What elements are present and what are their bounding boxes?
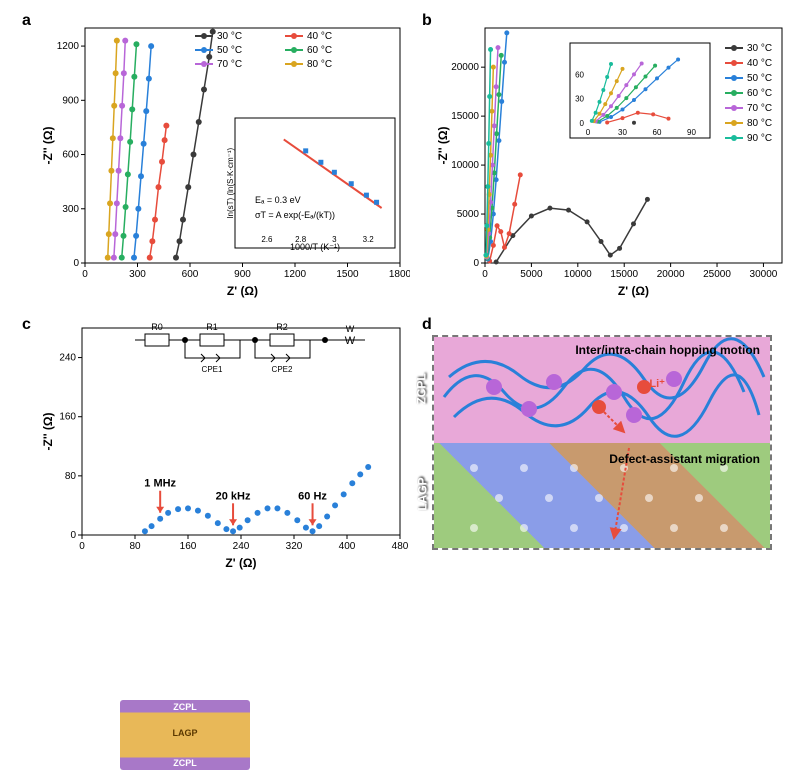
svg-text:50 °C: 50 °C <box>747 73 772 84</box>
svg-text:0: 0 <box>73 258 79 269</box>
sample-image: ZCPL LAGP ZCPL <box>120 700 250 770</box>
svg-text:30 °C: 30 °C <box>747 43 772 54</box>
svg-text:Z' (Ω): Z' (Ω) <box>227 284 258 298</box>
svg-text:80 °C: 80 °C <box>747 118 772 129</box>
svg-text:400: 400 <box>339 541 356 552</box>
svg-text:W: W <box>346 324 355 334</box>
sample-mid: LAGP <box>172 728 197 738</box>
svg-text:20000: 20000 <box>657 269 685 280</box>
svg-text:60 °C: 60 °C <box>307 45 332 56</box>
svg-text:-Z'' (Ω): -Z'' (Ω) <box>41 413 55 451</box>
svg-text:70 °C: 70 °C <box>747 103 772 114</box>
svg-text:40 °C: 40 °C <box>307 31 332 42</box>
panel-label-a: a <box>22 12 31 30</box>
svg-text:2.6: 2.6 <box>261 235 273 244</box>
svg-text:80: 80 <box>65 471 77 482</box>
svg-text:300: 300 <box>129 269 146 280</box>
panel-b: 0 5000 10000 15000 20000 25000 30000 0 5000 10000… <box>435 18 790 298</box>
svg-text:5000: 5000 <box>457 209 480 220</box>
svg-text:30000: 30000 <box>750 269 778 280</box>
svg-text:-Z'' (Ω): -Z'' (Ω) <box>41 127 55 165</box>
svg-text:90: 90 <box>687 128 696 137</box>
svg-text:1800: 1800 <box>389 269 410 280</box>
svg-text:ln(sT) (ln(S·K·cm⁻¹): ln(sT) (ln(S·K·cm⁻¹) <box>226 147 235 218</box>
svg-text:600: 600 <box>182 269 199 280</box>
sample-bot: ZCPL <box>173 758 197 768</box>
svg-text:CPE2: CPE2 <box>272 365 293 374</box>
svg-text:R1: R1 <box>206 322 218 332</box>
svg-text:3.2: 3.2 <box>363 235 375 244</box>
svg-text:320: 320 <box>286 541 303 552</box>
svg-text:30: 30 <box>618 128 627 137</box>
svg-text:-Z'' (Ω): -Z'' (Ω) <box>436 127 450 165</box>
svg-text:25000: 25000 <box>703 269 731 280</box>
svg-text:70 °C: 70 °C <box>217 59 242 70</box>
sample-top: ZCPL <box>173 702 197 712</box>
svg-text:300: 300 <box>62 204 79 215</box>
svg-text:10000: 10000 <box>564 269 592 280</box>
svg-text:240: 240 <box>233 541 250 552</box>
svg-text:Z' (Ω): Z' (Ω) <box>618 284 649 298</box>
svg-text:30: 30 <box>575 95 584 104</box>
svg-text:1 MHz: 1 MHz <box>144 478 176 490</box>
svg-text:0: 0 <box>70 530 76 541</box>
svg-text:60 °C: 60 °C <box>747 88 772 99</box>
svg-text:W: W <box>345 335 356 347</box>
panel-label-b: b <box>422 12 432 30</box>
d-zcpl: ZCPL <box>415 373 429 404</box>
svg-text:R0: R0 <box>151 322 163 332</box>
d-title-bot: Defect-assistant migration <box>609 452 760 466</box>
svg-text:R2: R2 <box>276 322 288 332</box>
svg-text:1200: 1200 <box>284 269 307 280</box>
svg-text:60: 60 <box>653 128 662 137</box>
d-li-label: Li⁺ <box>649 377 665 390</box>
svg-text:Z' (Ω): Z' (Ω) <box>225 556 256 570</box>
svg-text:10000: 10000 <box>451 160 479 171</box>
svg-text:50 °C: 50 °C <box>217 45 242 56</box>
svg-text:15000: 15000 <box>610 269 638 280</box>
svg-text:CPE1: CPE1 <box>202 365 223 374</box>
svg-text:1000/T (K⁻¹): 1000/T (K⁻¹) <box>290 242 340 252</box>
chart-b: 0 5000 10000 15000 20000 25000 30000 0 5000 10000… <box>435 18 790 298</box>
d-lagp: LAGP <box>416 477 430 510</box>
svg-text:0: 0 <box>79 541 85 552</box>
panel-label-c: c <box>22 316 31 334</box>
chart-a: 0 300 600 900 1200 1500 1800 0 300 600 900 1200 Z' (… <box>40 18 410 298</box>
svg-text:80: 80 <box>129 541 141 552</box>
panel-a: 0 300 600 900 1200 1500 1800 0 300 600 900 1200 Z' (… <box>40 18 410 298</box>
panel-d: Inter/intra-chain hopping motion Defect-… <box>432 335 772 550</box>
svg-text:90 °C: 90 °C <box>747 133 772 144</box>
svg-text:1200: 1200 <box>57 41 80 52</box>
svg-text:20 kHz: 20 kHz <box>216 490 251 502</box>
svg-text:20000: 20000 <box>451 62 479 73</box>
panel-c: 0 80 160 240 320 400 480 0 80 160 240 Z' (Ω) -Z'' (Ω… <box>40 320 410 570</box>
svg-text:160: 160 <box>180 541 197 552</box>
svg-text:1500: 1500 <box>336 269 359 280</box>
svg-text:600: 600 <box>62 150 79 161</box>
svg-text:480: 480 <box>392 541 409 552</box>
svg-text:900: 900 <box>62 95 79 106</box>
svg-text:60: 60 <box>575 70 584 79</box>
svg-text:80 °C: 80 °C <box>307 59 332 70</box>
svg-text:5000: 5000 <box>520 269 543 280</box>
panel-label-d: d <box>422 316 432 334</box>
svg-text:240: 240 <box>59 353 76 364</box>
svg-text:0: 0 <box>586 128 591 137</box>
svg-text:0: 0 <box>580 119 585 128</box>
svg-text:Eₐ = 0.3 eV: Eₐ = 0.3 eV <box>255 195 301 205</box>
svg-text:0: 0 <box>482 269 488 280</box>
svg-text:160: 160 <box>59 412 76 423</box>
svg-text:60 Hz: 60 Hz <box>298 490 327 502</box>
svg-text:15000: 15000 <box>451 111 479 122</box>
svg-text:σT = A exp(-Eₐ/(kT)): σT = A exp(-Eₐ/(kT)) <box>255 210 335 220</box>
svg-text:30 °C: 30 °C <box>217 31 242 42</box>
svg-text:0: 0 <box>82 269 88 280</box>
chart-c: 0 80 160 240 320 400 480 0 80 160 240 Z' (Ω) -Z'' (Ω… <box>40 320 410 570</box>
svg-text:900: 900 <box>234 269 251 280</box>
svg-text:0: 0 <box>473 258 479 269</box>
d-title-top: Inter/intra-chain hopping motion <box>575 343 760 357</box>
svg-text:40 °C: 40 °C <box>747 58 772 69</box>
